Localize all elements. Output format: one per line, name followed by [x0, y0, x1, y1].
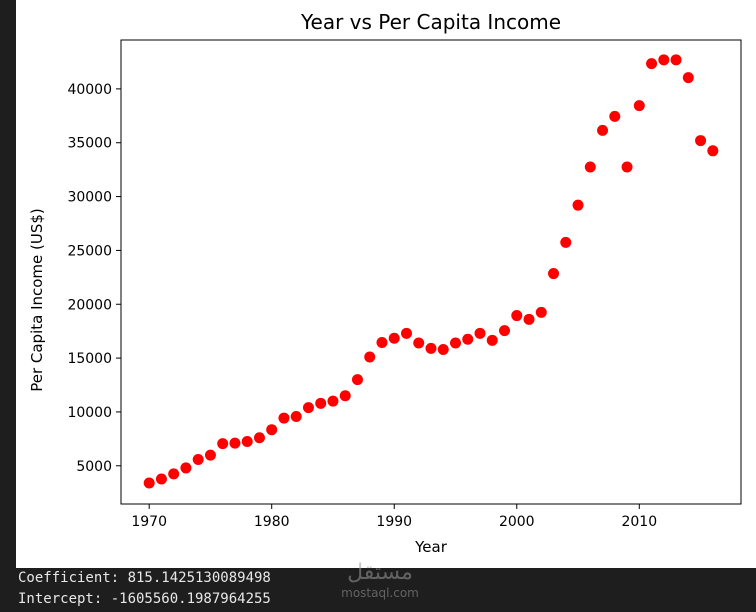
scatter-point	[413, 337, 425, 349]
scatter-point	[302, 402, 314, 414]
scatter-point	[511, 310, 523, 322]
watermark-arabic-text: مستقل	[347, 560, 413, 585]
scatter-point	[707, 145, 719, 157]
y-tick-label: 40000	[67, 82, 112, 98]
scatter-point	[155, 473, 167, 485]
scatter-point	[486, 334, 498, 346]
scatter-point	[168, 468, 180, 480]
scatter-point	[180, 462, 192, 474]
scatter-point	[621, 161, 633, 173]
scatter-point	[695, 135, 707, 147]
scatter-point	[364, 351, 376, 363]
scatter-point	[278, 412, 290, 424]
y-tick-label: 30000	[67, 190, 112, 206]
scatter-point	[462, 333, 474, 345]
scatter-point	[437, 343, 449, 355]
scatter-point	[339, 390, 351, 402]
y-tick-label: 35000	[67, 136, 112, 152]
x-axis-label: Year	[414, 538, 448, 556]
y-axis-ticks: 5000 10000 15000 20000 25000 30000 35000 40000	[67, 82, 121, 475]
y-tick-label: 25000	[67, 243, 112, 259]
x-tick-label: 1970	[131, 514, 167, 530]
scatter-point	[376, 336, 388, 348]
scatter-point	[584, 161, 596, 173]
watermark-url-text: mostaql.com	[341, 586, 419, 600]
y-axis-label: Per Capita Income (US$)	[28, 208, 46, 392]
cell-text-output: Coefficient: 815.1425130089498 Intercept…	[0, 568, 756, 612]
scatter-point	[474, 327, 486, 339]
scatter-point	[229, 437, 241, 449]
y-tick-label: 5000	[76, 459, 112, 475]
intercept-output: Intercept: -1605560.1987964255	[18, 591, 271, 607]
scatter-point	[658, 54, 670, 66]
scatter-point	[425, 342, 437, 354]
scatter-point	[633, 100, 645, 112]
scatter-point	[450, 337, 462, 349]
scatter-point	[646, 58, 658, 70]
scatter-point	[400, 327, 412, 339]
x-tick-label: 2000	[499, 514, 535, 530]
plot-area	[120, 39, 742, 505]
scatter-point	[597, 124, 609, 136]
scatter-point	[523, 313, 535, 325]
scatter-chart: Year vs Per Capita Income 1970 1980 1990 20…	[28, 10, 742, 556]
x-axis-ticks: 1970 1980 1990 2000 2010	[131, 504, 657, 530]
scatter-point	[351, 374, 363, 386]
scatter-point	[548, 268, 560, 280]
x-tick-label: 1990	[376, 514, 412, 530]
scatter-point	[290, 410, 302, 422]
scatter-point	[192, 454, 204, 466]
scatter-point	[572, 199, 584, 211]
scatter-point	[253, 432, 265, 444]
scatter-point	[535, 306, 547, 318]
scatter-point	[499, 325, 511, 337]
scatter-point	[388, 332, 400, 344]
x-tick-label: 1980	[254, 514, 290, 530]
y-tick-label: 15000	[67, 351, 112, 367]
scatter-point	[609, 110, 621, 122]
scatter-point	[670, 54, 682, 66]
data-points	[143, 54, 719, 489]
scatter-point	[204, 449, 216, 461]
x-tick-label: 2010	[621, 514, 657, 530]
scatter-point	[266, 424, 278, 436]
watermark-logo: مستقل mostaql.com	[330, 560, 430, 604]
scatter-point	[217, 438, 229, 450]
scatter-point	[143, 477, 155, 489]
scatter-point	[682, 72, 694, 84]
y-tick-label: 10000	[67, 405, 112, 421]
y-tick-label: 20000	[67, 297, 112, 313]
coefficient-output: Coefficient: 815.1425130089498	[18, 570, 271, 586]
scatter-point	[241, 436, 253, 448]
chart-title: Year vs Per Capita Income	[300, 10, 561, 34]
scatter-point	[327, 395, 339, 407]
plot-output-panel: Year vs Per Capita Income 1970 1980 1990 20…	[16, 0, 756, 568]
scatter-point	[315, 397, 327, 409]
scatter-point	[560, 236, 572, 248]
